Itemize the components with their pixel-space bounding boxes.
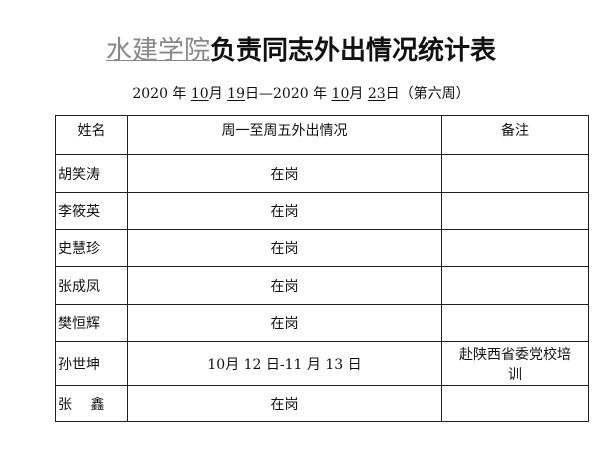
year-end: 2020 — [273, 86, 309, 102]
cell-note — [441, 229, 589, 267]
year-start: 2020 — [132, 86, 168, 102]
day-start: 19 — [227, 86, 245, 102]
cell-status: 在岗 — [127, 304, 442, 342]
cell-name: 胡笑涛 — [55, 154, 128, 193]
header-name: 姓名 — [55, 115, 128, 155]
cell-name: 李筱英 — [55, 192, 128, 230]
cell-status: 10月 12 日-11 月 13 日 — [127, 341, 442, 386]
date-range: 2020 年 10月 19日—2020 年 10月 23日（第六周） — [0, 83, 602, 103]
header-row: 姓名 周一至周五外出情况 备注 — [55, 115, 589, 155]
cell-status: 在岗 — [127, 192, 442, 230]
table-row: 樊恒辉 在岗 — [55, 304, 589, 342]
cell-status: 在岗 — [127, 385, 442, 422]
cell-note — [441, 304, 589, 342]
cell-note — [441, 154, 589, 193]
month-start: 10 — [190, 86, 209, 102]
table-row: 张 鑫在岗 — [55, 385, 589, 422]
cell-name: 史慧珍 — [55, 229, 128, 267]
table-row: 史慧珍 在岗 — [55, 229, 589, 267]
table-row: 孙世坤 10月 12 日-11 月 13 日赴陕西省委党校培训 — [55, 341, 589, 386]
sub-text: 月 — [349, 86, 368, 102]
title-text: 负责同志外出情况统计表 — [210, 36, 497, 66]
table-row: 张成凤 在岗 — [55, 266, 589, 305]
day-end: 23 — [367, 86, 386, 102]
cell-note — [441, 192, 589, 230]
month-end: 10 — [331, 86, 350, 102]
cell-note — [441, 266, 589, 305]
cell-name: 孙世坤 — [55, 341, 128, 386]
cell-note — [441, 385, 589, 422]
absence-table: 姓名 周一至周五外出情况 备注 胡笑涛 在岗 李筱英 在岗 史慧珍 在岗 张成凤 在岗 樊恒辉在… — [55, 115, 589, 422]
cell-status: 在岗 — [127, 154, 442, 193]
sub-text: 日— — [245, 86, 273, 102]
sub-text: 年 — [308, 86, 332, 102]
table-row: 胡笑涛 在岗 — [55, 154, 589, 193]
document-title: 水建学院负责同志外出情况统计表 — [0, 30, 602, 67]
sub-text: 月 — [208, 86, 228, 102]
table-row: 李筱英 在岗 — [55, 192, 589, 230]
cell-name: 张成凤 — [55, 266, 128, 305]
cell-status: 在岗 — [127, 229, 442, 267]
header-status: 周一至周五外出情况 — [127, 115, 442, 155]
cell-name: 张 鑫 — [55, 385, 128, 422]
cell-status: 在岗 — [127, 266, 442, 305]
sub-text: 日（第六周） — [385, 86, 470, 102]
org-name: 水建学院 — [105, 36, 210, 66]
cell-name: 樊恒辉 — [55, 304, 128, 342]
header-note: 备注 — [441, 115, 589, 155]
sub-text: 年 — [167, 86, 191, 102]
cell-note: 赴陕西省委党校培训 — [441, 341, 589, 386]
